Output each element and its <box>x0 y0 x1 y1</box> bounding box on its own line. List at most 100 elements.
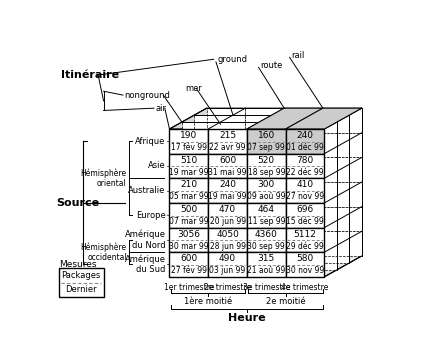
Bar <box>194 115 233 140</box>
Bar <box>245 231 284 256</box>
Text: 05 mar 99: 05 mar 99 <box>169 192 208 201</box>
Text: 03 jun 99: 03 jun 99 <box>209 266 246 275</box>
Bar <box>311 164 349 189</box>
Bar <box>182 171 221 196</box>
Bar <box>284 157 323 182</box>
Bar <box>284 207 323 231</box>
Text: 210: 210 <box>180 180 198 189</box>
Text: 07 mar 99: 07 mar 99 <box>169 217 208 226</box>
Bar <box>286 203 325 227</box>
Text: 11 sep 99: 11 sep 99 <box>247 217 285 226</box>
Bar <box>207 231 245 256</box>
Text: 07 sep 99: 07 sep 99 <box>247 143 285 152</box>
Text: 22 déc 99: 22 déc 99 <box>286 168 324 177</box>
Bar <box>194 214 233 238</box>
Text: 3056: 3056 <box>177 230 200 239</box>
Text: 2e moitié: 2e moitié <box>266 297 306 306</box>
Bar <box>194 189 233 214</box>
Text: 30 sep 99: 30 sep 99 <box>247 241 285 251</box>
Text: 160: 160 <box>258 131 275 140</box>
Bar <box>233 115 272 140</box>
Bar <box>272 238 311 263</box>
Bar <box>323 231 362 256</box>
Text: 4050: 4050 <box>216 230 239 239</box>
Bar <box>221 221 259 245</box>
Bar <box>208 153 247 178</box>
Bar <box>208 227 247 252</box>
Text: 5112: 5112 <box>293 230 317 239</box>
Bar <box>259 221 298 245</box>
Text: 470: 470 <box>219 205 236 214</box>
Bar <box>170 252 208 277</box>
Bar <box>247 252 286 277</box>
Text: Dernier: Dernier <box>65 285 97 294</box>
Text: ground: ground <box>218 55 247 64</box>
Bar <box>272 189 311 214</box>
Text: Asie: Asie <box>148 161 166 171</box>
Text: 21 aoû 99: 21 aoû 99 <box>247 266 286 275</box>
Bar <box>182 196 221 221</box>
Text: 22 avr 99: 22 avr 99 <box>209 143 246 152</box>
Text: 215: 215 <box>219 131 236 140</box>
Bar <box>311 189 349 214</box>
Text: 500: 500 <box>180 205 198 214</box>
Text: 18 sep 99: 18 sep 99 <box>247 168 285 177</box>
Bar <box>170 178 208 203</box>
Text: 27 nov 99: 27 nov 99 <box>286 192 324 201</box>
Bar <box>208 203 247 227</box>
Text: 28 jun 99: 28 jun 99 <box>209 241 246 251</box>
Text: 29 déc 99: 29 déc 99 <box>286 241 324 251</box>
Polygon shape <box>325 108 362 277</box>
Text: 315: 315 <box>258 254 275 263</box>
Bar <box>233 189 272 214</box>
Bar <box>245 108 284 133</box>
Text: 2e trimestre: 2e trimestre <box>204 283 251 292</box>
Bar <box>272 140 311 164</box>
Text: mer: mer <box>185 84 202 93</box>
Text: 600: 600 <box>219 156 236 165</box>
Bar <box>194 164 233 189</box>
Text: Packages: Packages <box>61 271 101 280</box>
Bar <box>208 252 247 277</box>
Text: 190: 190 <box>180 131 198 140</box>
Bar <box>298 171 337 196</box>
Text: 464: 464 <box>258 205 275 214</box>
Bar <box>247 129 286 153</box>
Bar <box>221 171 259 196</box>
Text: 696: 696 <box>297 205 314 214</box>
Bar <box>298 122 337 147</box>
Bar <box>286 153 325 178</box>
Text: route: route <box>260 61 283 69</box>
Bar <box>259 171 298 196</box>
Bar <box>207 182 245 207</box>
Bar <box>259 245 298 270</box>
Bar <box>323 108 362 133</box>
Text: Amérique
du Sud: Amérique du Sud <box>124 255 166 274</box>
Bar <box>247 153 286 178</box>
Bar <box>207 133 245 157</box>
Bar <box>182 245 221 270</box>
Text: 27 fév 99: 27 fév 99 <box>171 266 207 275</box>
Bar <box>194 140 233 164</box>
Bar <box>298 221 337 245</box>
Text: 20 jun 99: 20 jun 99 <box>209 217 246 226</box>
Bar <box>272 164 311 189</box>
Text: 300: 300 <box>258 180 275 189</box>
Polygon shape <box>247 108 323 129</box>
Bar <box>259 122 298 147</box>
Bar <box>208 178 247 203</box>
Text: 17 fév 99: 17 fév 99 <box>171 143 207 152</box>
Bar <box>284 133 323 157</box>
Bar <box>247 178 286 203</box>
Text: 3e trimestre: 3e trimestre <box>243 283 290 292</box>
Text: 410: 410 <box>297 180 314 189</box>
Text: 780: 780 <box>297 156 314 165</box>
Bar <box>272 115 311 140</box>
Bar <box>233 238 272 263</box>
Bar <box>311 140 349 164</box>
Bar <box>323 182 362 207</box>
Bar <box>221 147 259 171</box>
Bar <box>245 182 284 207</box>
Bar <box>207 157 245 182</box>
Bar <box>286 252 325 277</box>
